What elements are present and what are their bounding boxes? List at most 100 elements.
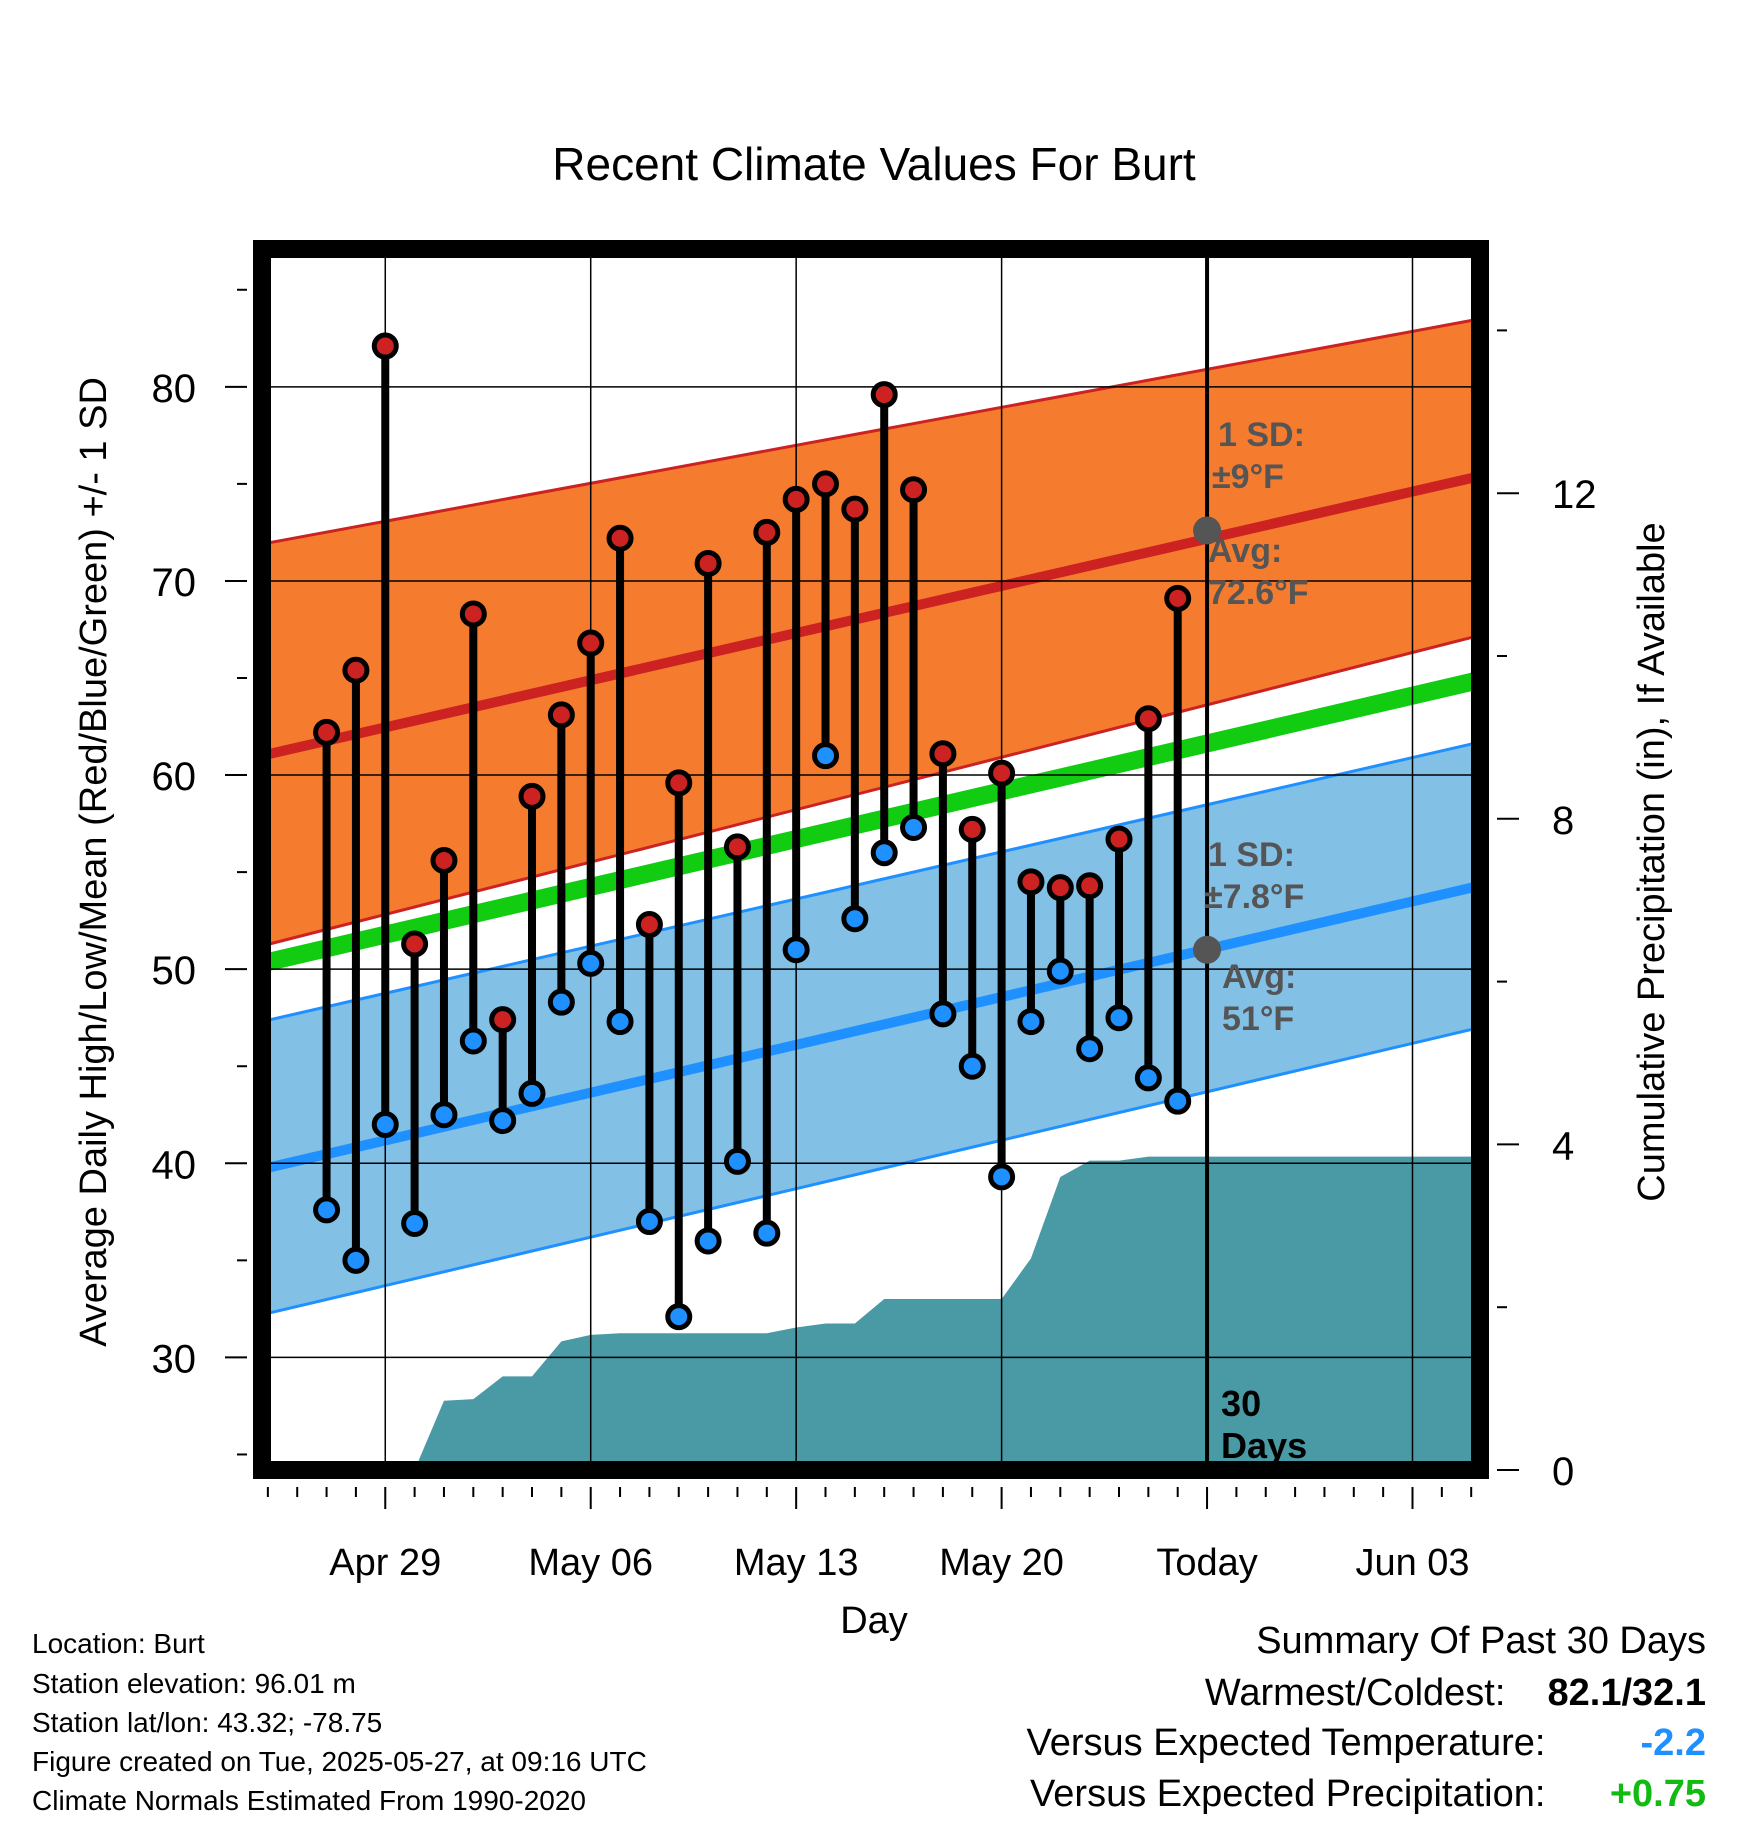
daily-high-point [606, 524, 634, 552]
daily-high-point [489, 1006, 517, 1034]
high-avg-value: 72.6°F [1208, 574, 1309, 612]
low-sd-upper-line [261, 740, 1481, 1024]
daily-low-point [459, 1027, 487, 1055]
daily-low-point [342, 1246, 370, 1274]
daily-low-point [1134, 1064, 1162, 1092]
low-sd-label: 1 SD: [1208, 836, 1295, 874]
days-annotation-number: 30 [1221, 1383, 1261, 1424]
daily-high-point [900, 476, 928, 504]
summary-temp-value: -2.2 [1640, 1722, 1706, 1764]
daily-high-point [1105, 825, 1133, 853]
daily-low-point [841, 905, 869, 933]
y-tick-label: 40 [152, 1143, 197, 1187]
daily-high-point [547, 701, 575, 729]
x-axis-label: Day [840, 1600, 908, 1642]
high-sd-band [262, 318, 1480, 946]
daily-high-point [694, 549, 722, 577]
daily-high-point [635, 911, 663, 939]
summary-warmest: Warmest/Coldest: 82.1/32.1 [1205, 1672, 1706, 1715]
daily-low-point [782, 936, 810, 964]
daily-low-point [547, 988, 575, 1016]
daily-low-point [665, 1303, 693, 1331]
high-avg-marker [1193, 516, 1222, 545]
daily-low-point [988, 1163, 1016, 1191]
x-tick-label: Jun 03 [1355, 1542, 1469, 1584]
daily-low-point [489, 1107, 517, 1135]
low-sd-value: ±7.8°F [1204, 878, 1304, 916]
daily-high-point [812, 470, 840, 498]
y2-tick-label: 8 [1552, 799, 1574, 843]
high-sd-lower-line [261, 633, 1481, 948]
daily-low-point [900, 813, 928, 841]
y2-axis-label: Cumulative Precipitation (in), If Availa… [1631, 522, 1673, 1201]
daily-low-point [1076, 1035, 1104, 1063]
summary-title: Summary Of Past 30 Days [1256, 1620, 1706, 1662]
x-tick-label: May 20 [939, 1542, 1064, 1584]
daily-low-point [606, 1008, 634, 1036]
daily-high-point [1076, 872, 1104, 900]
daily-high-point [518, 782, 546, 810]
summary-warmest-value: 82.1/32.1 [1547, 1672, 1706, 1714]
low-avg-value: 51°F [1222, 1000, 1294, 1038]
daily-low-point [753, 1219, 781, 1247]
y-tick-label: 60 [152, 755, 197, 799]
daily-high-point [1164, 584, 1192, 612]
daily-low-point [1105, 1004, 1133, 1032]
daily-high-point [1017, 868, 1045, 896]
plot-frame [253, 240, 1489, 1479]
y-tick-label: 30 [152, 1337, 197, 1381]
high-avg-label: Avg: [1208, 532, 1282, 570]
high-sd-label: 1 SD: [1218, 416, 1305, 454]
daily-high-point [870, 381, 898, 409]
low-avg-line [260, 880, 1482, 1174]
y2-tick-label: 4 [1552, 1124, 1574, 1168]
days-annotation-label: Days [1221, 1425, 1307, 1466]
daily-high-point [1046, 874, 1074, 902]
info-normals: Climate Normals Estimated From 1990-2020 [32, 1785, 586, 1816]
low-avg-marker [1193, 935, 1222, 964]
daily-high-point [371, 332, 399, 360]
daily-low-point [430, 1101, 458, 1129]
daily-high-point [782, 485, 810, 513]
y-axis-label: Average Daily High/Low/Mean (Red/Blue/Gr… [73, 377, 115, 1347]
daily-high-point [723, 833, 751, 861]
y-tick-label: 80 [152, 367, 197, 411]
x-tick-label: May 13 [734, 1542, 859, 1584]
mean-avg-line [259, 671, 1483, 973]
daily-low-point [929, 1000, 957, 1028]
daily-high-point [841, 495, 869, 523]
daily-high-point [665, 769, 693, 797]
daily-low-point [313, 1196, 341, 1224]
y-tick-label: 50 [152, 949, 197, 993]
daily-low-point [401, 1209, 429, 1237]
daily-high-point [342, 656, 370, 684]
low-avg-label: Avg: [1222, 958, 1296, 996]
daily-high-point [401, 930, 429, 958]
summary-temp: Versus Expected Temperature: -2.2 [1027, 1722, 1706, 1765]
y-tick-label: 70 [152, 561, 197, 605]
summary-precip: Versus Expected Precipitation: +0.75 [1030, 1773, 1706, 1816]
info-elevation: Station elevation: 96.01 m [32, 1668, 356, 1699]
daily-high-point [988, 759, 1016, 787]
daily-low-point [1046, 957, 1074, 985]
x-tick-label: Apr 29 [329, 1542, 441, 1584]
x-tick-label: May 06 [528, 1542, 653, 1584]
info-location: Location: Burt [32, 1628, 205, 1659]
high-avg-line [260, 471, 1482, 761]
daily-high-point [313, 718, 341, 746]
daily-high-point [459, 600, 487, 628]
daily-low-point [518, 1079, 546, 1107]
daily-high-point [929, 740, 957, 768]
daily-low-point [577, 949, 605, 977]
daily-high-point [430, 846, 458, 874]
daily-low-point [1164, 1087, 1192, 1115]
x-tick-label: Today [1156, 1542, 1257, 1584]
daily-low-point [1017, 1008, 1045, 1036]
daily-high-point [1134, 705, 1162, 733]
precipitation-area [414, 1156, 1480, 1470]
daily-low-point [812, 742, 840, 770]
daily-low-point [870, 839, 898, 867]
daily-low-point [723, 1147, 751, 1175]
